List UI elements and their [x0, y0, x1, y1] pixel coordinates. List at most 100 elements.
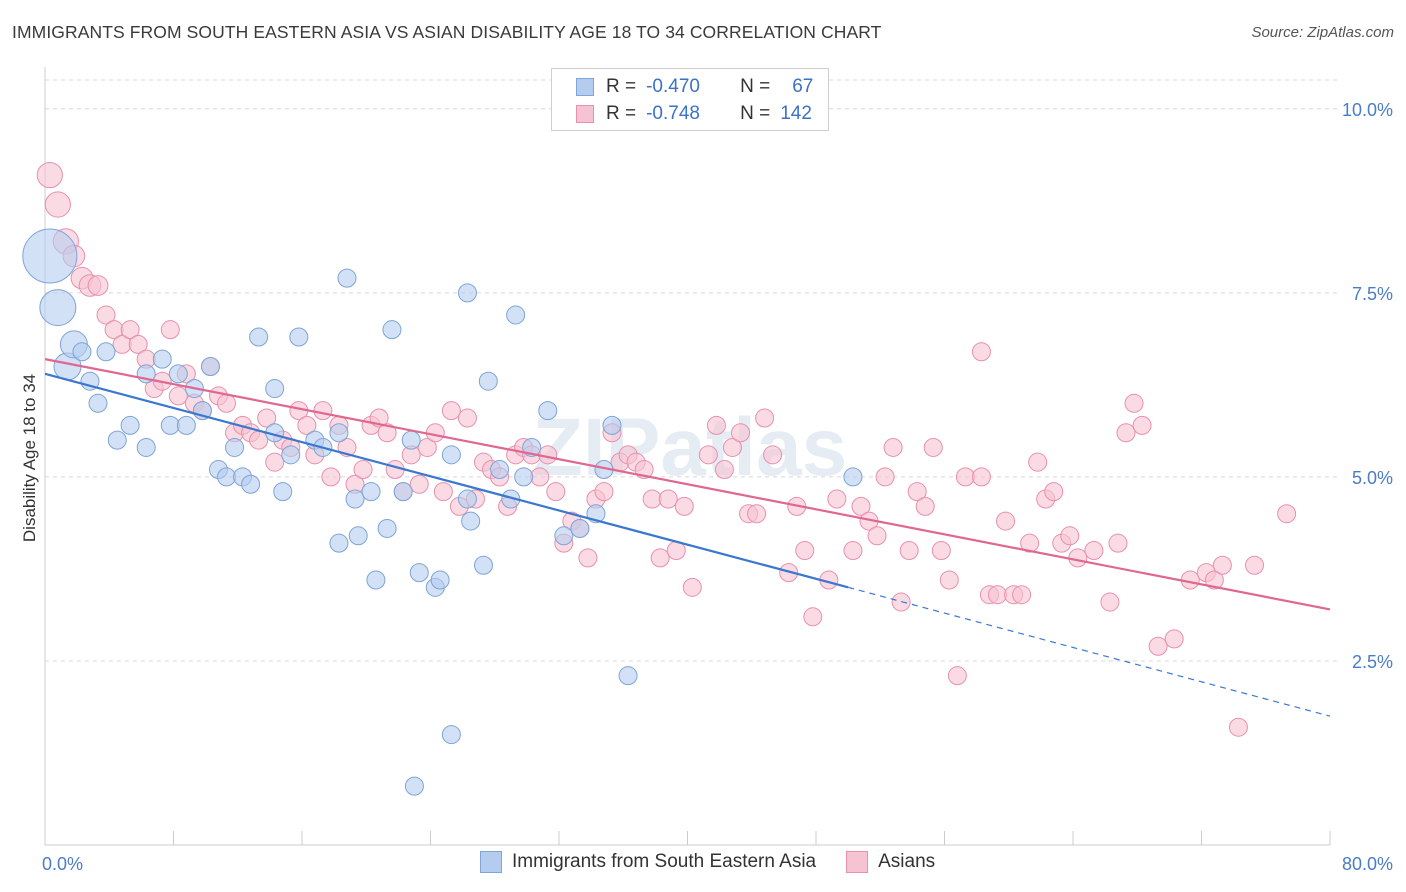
data-point — [1204, 570, 1224, 590]
data-point — [474, 555, 494, 575]
data-point — [1132, 415, 1152, 435]
data-point — [971, 467, 991, 487]
data-point — [658, 489, 678, 509]
data-point — [1100, 592, 1120, 612]
data-point — [650, 548, 670, 568]
data-point — [988, 585, 1008, 605]
pink-swatch — [576, 105, 594, 123]
data-point — [176, 415, 196, 435]
data-point — [514, 467, 534, 487]
data-point — [249, 327, 269, 347]
data-point — [136, 437, 156, 457]
data-point — [1044, 482, 1064, 502]
data-point — [642, 489, 662, 509]
y-tick-label: 7.5% — [1352, 284, 1393, 304]
source-label: Source: ZipAtlas.com — [1251, 24, 1394, 41]
data-point — [955, 467, 975, 487]
n-value: 142 — [780, 103, 812, 124]
data-point — [265, 379, 285, 399]
data-point — [682, 577, 702, 597]
data-point — [506, 305, 526, 325]
data-point — [225, 437, 245, 457]
n-label: N = — [740, 103, 771, 124]
data-point — [971, 342, 991, 362]
data-point — [1212, 555, 1232, 575]
data-point — [441, 725, 461, 745]
data-point — [72, 342, 92, 362]
data-point — [618, 666, 638, 686]
data-point — [128, 334, 148, 354]
data-point — [348, 526, 368, 546]
data-point — [731, 423, 751, 443]
y-tick-label: 10.0% — [1342, 100, 1393, 120]
data-point — [281, 445, 301, 465]
data-point — [851, 496, 871, 516]
data-point — [22, 228, 78, 284]
data-point — [120, 415, 140, 435]
data-point — [578, 548, 598, 568]
data-point — [538, 401, 558, 421]
data-point — [329, 423, 349, 443]
stats-row-blue: R = -0.470 N = 67 — [576, 75, 813, 99]
data-point — [947, 666, 967, 686]
data-point — [755, 408, 775, 428]
data-point — [96, 342, 116, 362]
data-point — [87, 275, 109, 296]
data-point — [1084, 541, 1104, 561]
data-point — [1277, 504, 1297, 524]
y-tick-label: 2.5% — [1352, 652, 1393, 672]
data-point — [36, 161, 63, 189]
data-point — [382, 320, 402, 340]
x-tick-label: 80.0% — [1342, 854, 1393, 874]
y-axis-label: Disability Age 18 to 34 — [20, 374, 39, 542]
data-point — [433, 482, 453, 502]
data-point — [120, 320, 140, 340]
data-point — [241, 474, 261, 494]
data-point — [44, 191, 71, 218]
data-point — [674, 496, 694, 516]
data-point — [430, 570, 450, 590]
data-point — [152, 349, 172, 369]
data-point — [96, 305, 116, 325]
data-point — [554, 526, 574, 546]
data-point — [457, 489, 477, 509]
data-point — [345, 489, 365, 509]
stats-row-pink: R = -0.748 N = 142 — [576, 102, 812, 126]
data-point — [996, 511, 1016, 531]
data-point — [867, 526, 887, 546]
data-point — [297, 415, 317, 435]
data-point — [747, 504, 767, 524]
data-point — [200, 356, 220, 376]
chart-title: IMMIGRANTS FROM SOUTH EASTERN ASIA VS AS… — [12, 22, 882, 42]
n-value: 67 — [792, 76, 814, 97]
data-point — [1116, 423, 1136, 443]
data-point — [377, 518, 397, 538]
data-point — [361, 482, 381, 502]
data-point — [257, 408, 277, 428]
data-point — [409, 474, 429, 494]
data-point — [883, 437, 903, 457]
data-point — [377, 423, 397, 443]
data-point — [107, 430, 127, 450]
trend-lines — [44, 358, 1331, 717]
data-point — [875, 467, 895, 487]
data-point — [698, 445, 718, 465]
data-point — [1020, 533, 1040, 553]
data-point — [843, 467, 863, 487]
data-point — [795, 541, 815, 561]
data-point — [706, 415, 726, 435]
data-point — [1148, 636, 1168, 656]
data-point — [249, 430, 269, 450]
data-point — [939, 570, 959, 590]
data-point — [404, 776, 424, 796]
data-point — [490, 460, 510, 480]
data-point — [401, 430, 421, 450]
data-point — [265, 452, 285, 472]
data-point — [441, 401, 461, 421]
data-point — [217, 393, 237, 413]
trend-line-immigrants — [44, 372, 849, 589]
data-point — [1028, 452, 1048, 472]
data-point — [714, 460, 734, 480]
data-point — [329, 533, 349, 553]
